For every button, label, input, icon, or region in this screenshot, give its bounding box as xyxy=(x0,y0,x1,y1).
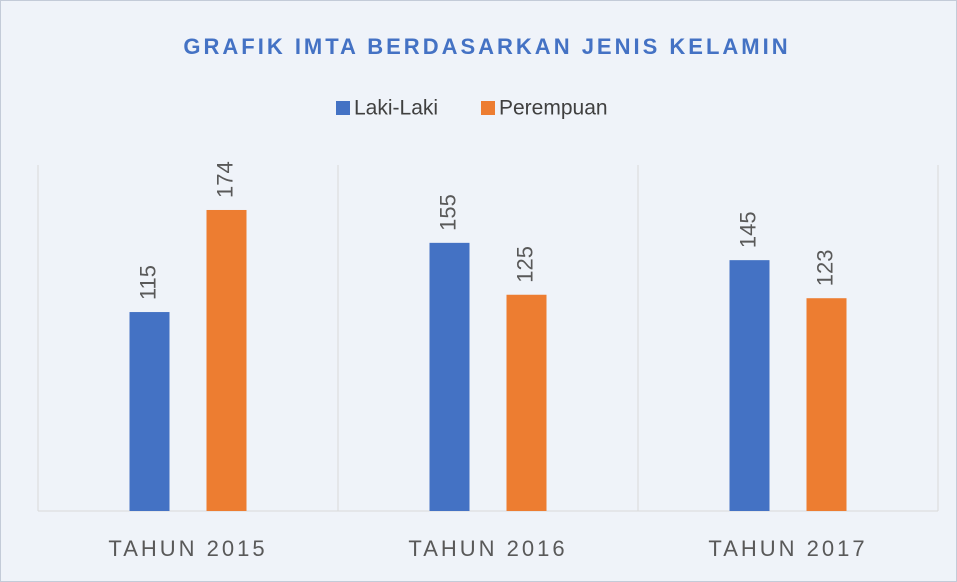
legend-swatch xyxy=(481,101,495,115)
bar xyxy=(206,209,247,512)
bar xyxy=(129,312,170,511)
data-label: 174 xyxy=(212,161,237,198)
data-label: 145 xyxy=(735,211,760,248)
data-label: 155 xyxy=(435,194,460,231)
legend-swatch xyxy=(336,101,350,115)
legend-label: Laki-Laki xyxy=(354,97,438,120)
bar xyxy=(429,242,470,511)
bar xyxy=(806,298,847,511)
bar xyxy=(729,260,770,511)
x-tick-label: TAHUN 2016 xyxy=(408,536,567,561)
legend-label: Perempuan xyxy=(499,97,608,120)
data-label: 125 xyxy=(512,246,537,283)
legend: Laki-Laki Perempuan xyxy=(336,97,608,120)
chart-title: GRAFIK IMTA BERDASARKAN JENIS KELAMIN xyxy=(183,34,790,59)
bar xyxy=(506,294,547,511)
data-label: 115 xyxy=(135,265,160,300)
x-tick-label: TAHUN 2017 xyxy=(708,536,867,561)
data-label: 123 xyxy=(812,249,837,286)
x-tick-label: TAHUN 2015 xyxy=(108,536,267,561)
